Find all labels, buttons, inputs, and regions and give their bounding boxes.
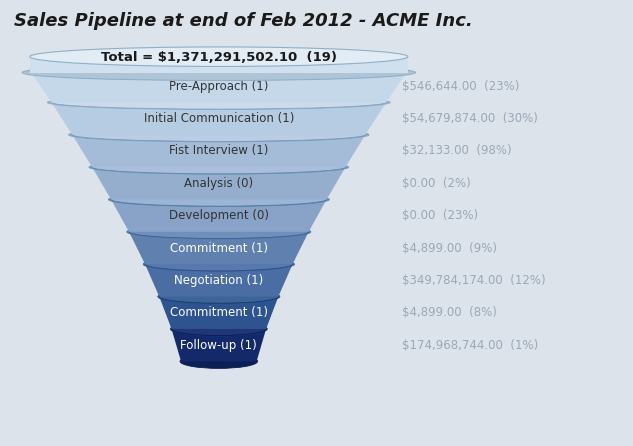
- Ellipse shape: [143, 257, 294, 271]
- Ellipse shape: [145, 258, 292, 271]
- Ellipse shape: [158, 289, 280, 304]
- Ellipse shape: [108, 192, 329, 206]
- Polygon shape: [172, 329, 266, 361]
- Ellipse shape: [89, 160, 349, 174]
- Text: Commitment (1): Commitment (1): [170, 306, 268, 319]
- Ellipse shape: [72, 128, 365, 141]
- Text: Sales Pipeline at end of Feb 2012 - ACME Inc.: Sales Pipeline at end of Feb 2012 - ACME…: [14, 12, 473, 30]
- Text: Development (0): Development (0): [169, 209, 269, 222]
- Ellipse shape: [92, 161, 346, 174]
- Ellipse shape: [30, 63, 408, 77]
- Text: $4,899.00  (9%): $4,899.00 (9%): [401, 242, 496, 255]
- Ellipse shape: [30, 47, 408, 66]
- Polygon shape: [30, 70, 408, 103]
- Text: $174,968,744.00  (1%): $174,968,744.00 (1%): [401, 339, 538, 351]
- Text: Fist Interview (1): Fist Interview (1): [169, 145, 268, 157]
- Polygon shape: [145, 264, 292, 297]
- Text: Negotiation (1): Negotiation (1): [174, 274, 263, 287]
- Text: $0.00  (23%): $0.00 (23%): [401, 209, 478, 222]
- Text: Follow-up (1): Follow-up (1): [180, 339, 257, 351]
- Ellipse shape: [160, 290, 279, 303]
- Ellipse shape: [47, 95, 391, 110]
- Polygon shape: [51, 103, 386, 135]
- Polygon shape: [30, 57, 408, 73]
- Text: Total = $1,371,291,502.10  (19): Total = $1,371,291,502.10 (19): [101, 51, 337, 64]
- Ellipse shape: [172, 322, 266, 335]
- Text: $546,644.00  (23%): $546,644.00 (23%): [401, 80, 519, 93]
- Text: $0.00  (2%): $0.00 (2%): [401, 177, 470, 190]
- Text: $4,899.00  (8%): $4,899.00 (8%): [401, 306, 496, 319]
- Ellipse shape: [127, 225, 311, 239]
- Polygon shape: [129, 232, 309, 264]
- Polygon shape: [160, 297, 279, 329]
- Ellipse shape: [68, 128, 369, 142]
- Text: $349,784,174.00  (12%): $349,784,174.00 (12%): [401, 274, 545, 287]
- Text: Commitment (1): Commitment (1): [170, 242, 268, 255]
- Polygon shape: [72, 135, 365, 167]
- Text: Initial Communication (1): Initial Communication (1): [144, 112, 294, 125]
- Ellipse shape: [22, 65, 415, 81]
- Ellipse shape: [129, 225, 309, 239]
- Ellipse shape: [170, 322, 267, 336]
- Text: $54,679,874.00  (30%): $54,679,874.00 (30%): [401, 112, 537, 125]
- Polygon shape: [92, 167, 346, 199]
- Ellipse shape: [51, 96, 386, 109]
- Text: $32,133.00  (98%): $32,133.00 (98%): [401, 145, 511, 157]
- Ellipse shape: [111, 193, 327, 206]
- Polygon shape: [111, 199, 327, 232]
- Text: Pre-Approach (1): Pre-Approach (1): [169, 80, 268, 93]
- Ellipse shape: [180, 354, 258, 368]
- Text: Analysis (0): Analysis (0): [184, 177, 253, 190]
